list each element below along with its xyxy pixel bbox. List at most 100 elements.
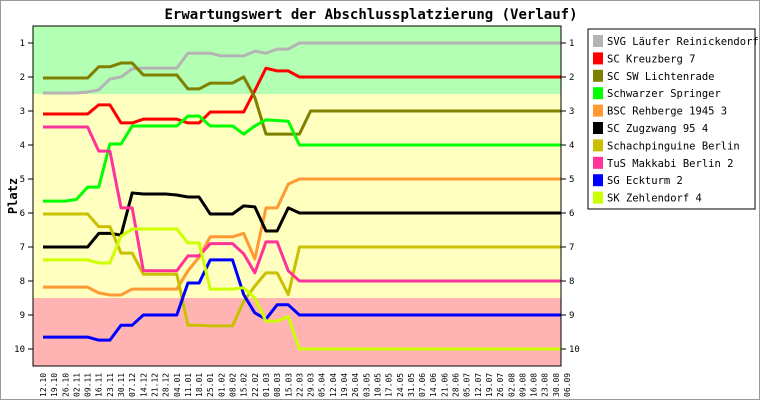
legend-label: SVG Läufer Reinickendorf xyxy=(607,36,759,48)
y-tick-label-right: 5 xyxy=(569,175,574,185)
legend-label: TuS Makkabi Berlin 2 xyxy=(607,158,733,170)
band xyxy=(33,26,561,94)
y-ticks: 1 1 2 2 3 3 4 4 5 5 6 6 7 7 8 8 9 9 10 10 xyxy=(14,39,580,355)
legend-label: SG Eckturm 2 xyxy=(607,175,683,187)
legend-label: SC SW Lichtenrade xyxy=(607,71,714,83)
legend-box xyxy=(587,28,756,210)
x-tick-label: 25.01 xyxy=(206,373,215,397)
x-tick-label: 12.04 xyxy=(329,373,338,397)
y-tick-label-left: 1 xyxy=(20,39,25,49)
y-tick-label-right: 1 xyxy=(569,39,574,49)
legend-swatch xyxy=(593,122,603,134)
x-tick-label: 26.04 xyxy=(351,373,360,397)
x-tick-label: 08.03 xyxy=(273,373,282,397)
x-tick-label: 05.04 xyxy=(318,373,327,397)
x-tick-label: 12.07 xyxy=(474,373,483,397)
legend: SVG Läufer Reinickendorf SC Kreuzberg 7 SC… xyxy=(587,28,759,210)
y-tick-label-right: 8 xyxy=(569,277,574,287)
x-tick-label: 19.10 xyxy=(50,373,59,397)
legend-swatch xyxy=(593,156,603,169)
x-tick-label: 04.01 xyxy=(173,373,182,397)
y-tick-label-left: 4 xyxy=(20,141,25,151)
band xyxy=(33,298,561,366)
x-tick-label: 16.08 xyxy=(530,373,539,397)
bands xyxy=(33,26,561,366)
x-tick-label: 17.05 xyxy=(385,373,394,397)
x-tick-label: 07.12 xyxy=(128,373,137,397)
legend-swatch xyxy=(593,139,603,152)
y-tick-label-right: 4 xyxy=(569,141,574,151)
x-tick-label: 21.12 xyxy=(150,373,159,397)
series-line xyxy=(43,177,561,297)
legend-label: SC Kreuzberg 7 xyxy=(607,53,696,65)
y-tick-label-right: 3 xyxy=(569,107,574,117)
x-tick-label: 21.06 xyxy=(440,373,449,397)
legend-swatch xyxy=(593,104,603,117)
y-tick-label-left: 8 xyxy=(20,277,25,287)
series-line xyxy=(43,191,561,249)
legend-label: SK Zehlendorf 4 xyxy=(607,193,702,205)
legend-label: SC Zugzwang 95 4 xyxy=(607,123,708,135)
x-tick-label: 23.11 xyxy=(106,373,115,397)
y-tick-label-right: 9 xyxy=(569,311,574,321)
x-tick-label: 16.11 xyxy=(95,373,104,397)
series-lines xyxy=(43,41,561,351)
legend-label: BSC Rehberge 1945 3 xyxy=(607,106,727,118)
x-tick-label: 12.10 xyxy=(39,373,48,397)
y-tick-label-right: 2 xyxy=(569,73,574,83)
x-tick-label: 28.06 xyxy=(452,373,461,397)
series-line xyxy=(43,227,561,351)
series-line xyxy=(43,258,561,342)
x-tick-label: 09.08 xyxy=(518,373,527,397)
x-tick-label: 09.11 xyxy=(84,373,93,397)
legend-label: Schachpinguine Berlin xyxy=(607,140,740,152)
y-tick-label-left: 9 xyxy=(20,311,25,321)
x-tick-label: 02.08 xyxy=(507,373,516,397)
x-tick-label: 14.12 xyxy=(139,373,148,397)
series-line xyxy=(43,66,561,125)
series-line xyxy=(43,212,561,328)
series-line xyxy=(43,41,561,95)
x-tick-label: 02.11 xyxy=(72,373,81,397)
x-tick-label: 15.02 xyxy=(240,373,249,397)
x-tick-label: 22.03 xyxy=(295,373,304,397)
x-tick-label: 23.08 xyxy=(541,373,550,397)
legend-label: Schwarzer Springer xyxy=(607,88,721,100)
band xyxy=(33,94,561,298)
x-tick-label: 26.10 xyxy=(61,373,70,397)
x-tick-label: 19.04 xyxy=(340,373,349,397)
legend-swatch xyxy=(593,52,603,65)
y-tick-label-left: 5 xyxy=(20,175,25,185)
x-tick-label: 10.05 xyxy=(373,373,382,397)
y-tick-label-left: 10 xyxy=(14,345,25,355)
y-tick-label-left: 2 xyxy=(20,73,25,83)
y-tick-label-left: 3 xyxy=(20,107,25,117)
y-axis-label: Platz xyxy=(6,178,20,214)
x-tick-label: 30.11 xyxy=(117,373,126,397)
x-tick-label: 28.12 xyxy=(162,373,171,397)
legend-swatch xyxy=(593,35,603,47)
x-tick-label: 05.07 xyxy=(463,373,472,397)
x-tick-label: 18.01 xyxy=(195,373,204,397)
legend-swatch xyxy=(593,87,603,100)
x-tick-label: 03.05 xyxy=(362,373,371,397)
x-tick-label: 07.06 xyxy=(418,373,427,397)
y-tick-label-right: 7 xyxy=(569,243,574,253)
series-line xyxy=(43,114,561,203)
y-tick-label-left: 7 xyxy=(20,243,25,253)
legend-swatch xyxy=(593,69,603,82)
x-tick-label: 06.09 xyxy=(563,373,572,397)
x-tick-label: 30.08 xyxy=(552,373,561,397)
x-tick-label: 26.07 xyxy=(496,373,505,397)
chart-title: Erwartungswert der Abschlussplatzierung … xyxy=(164,7,577,23)
x-tick-label: 19.07 xyxy=(485,373,494,397)
legend-swatch xyxy=(593,191,603,204)
plot-frame xyxy=(32,25,562,367)
x-tick-label: 01.02 xyxy=(217,373,226,397)
x-tick-label: 14.06 xyxy=(429,373,438,397)
x-tick-label: 01.03 xyxy=(262,373,271,397)
legend-swatch xyxy=(593,174,603,187)
series-line xyxy=(43,61,561,136)
